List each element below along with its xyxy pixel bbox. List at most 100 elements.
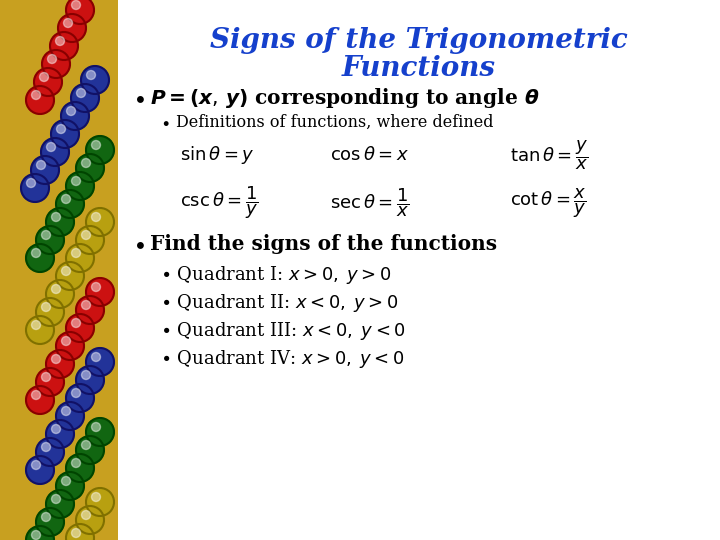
Bar: [0, 0, 118, 540]
Circle shape: [71, 177, 81, 186]
Circle shape: [58, 14, 86, 42]
Circle shape: [81, 441, 91, 449]
Text: Functions: Functions: [342, 55, 496, 82]
Circle shape: [36, 508, 64, 536]
Circle shape: [86, 348, 114, 376]
Text: $\tan\theta = \dfrac{y}{x}$: $\tan\theta = \dfrac{y}{x}$: [510, 138, 588, 172]
Circle shape: [48, 55, 56, 64]
Circle shape: [66, 454, 94, 482]
Circle shape: [81, 370, 91, 380]
Text: $\cot\theta = \dfrac{x}{y}$: $\cot\theta = \dfrac{x}{y}$: [510, 186, 587, 220]
Circle shape: [71, 84, 99, 112]
Circle shape: [21, 174, 49, 202]
Bar: [118, 0, 720, 540]
Circle shape: [86, 208, 114, 236]
Circle shape: [86, 278, 114, 306]
Circle shape: [86, 71, 96, 79]
Circle shape: [32, 91, 40, 99]
Circle shape: [91, 422, 101, 431]
Circle shape: [26, 526, 54, 540]
Circle shape: [91, 213, 101, 221]
Circle shape: [32, 390, 40, 400]
Circle shape: [42, 50, 70, 78]
Circle shape: [61, 407, 71, 415]
Circle shape: [52, 495, 60, 503]
Circle shape: [27, 179, 35, 187]
Circle shape: [71, 388, 81, 397]
Circle shape: [76, 366, 104, 394]
Circle shape: [56, 402, 84, 430]
Circle shape: [56, 262, 84, 290]
Circle shape: [46, 420, 74, 448]
Circle shape: [76, 506, 104, 534]
Circle shape: [31, 156, 59, 184]
Circle shape: [86, 488, 114, 516]
Text: $\sin\theta = y$: $\sin\theta = y$: [180, 144, 255, 166]
Circle shape: [76, 296, 104, 324]
Circle shape: [32, 461, 40, 469]
Text: $\bullet$: $\bullet$: [132, 86, 145, 110]
Circle shape: [86, 136, 114, 164]
Circle shape: [66, 0, 94, 24]
Circle shape: [91, 140, 101, 150]
Circle shape: [91, 353, 101, 361]
Circle shape: [66, 106, 76, 116]
Circle shape: [42, 302, 50, 312]
Circle shape: [66, 172, 94, 200]
Circle shape: [40, 72, 48, 82]
Circle shape: [36, 438, 64, 466]
Circle shape: [26, 386, 54, 414]
Circle shape: [61, 102, 89, 130]
Circle shape: [71, 1, 81, 10]
Circle shape: [52, 424, 60, 434]
Circle shape: [61, 267, 71, 275]
Text: $\boldsymbol{P = (x,\,y)}$ corresponding to angle $\boldsymbol{\theta}$: $\boldsymbol{P = (x,\,y)}$ corresponding…: [150, 86, 539, 110]
Circle shape: [76, 436, 104, 464]
Text: $\sec\theta = \dfrac{1}{x}$: $\sec\theta = \dfrac{1}{x}$: [330, 187, 410, 219]
Circle shape: [66, 524, 94, 540]
Circle shape: [91, 282, 101, 292]
Circle shape: [46, 208, 74, 236]
Circle shape: [51, 120, 79, 148]
Circle shape: [42, 442, 50, 451]
Circle shape: [42, 231, 50, 240]
Text: $\bullet$ Quadrant I: $x > 0,\; y > 0$: $\bullet$ Quadrant I: $x > 0,\; y > 0$: [160, 264, 392, 286]
Circle shape: [42, 512, 50, 522]
Circle shape: [71, 248, 81, 258]
Circle shape: [41, 138, 69, 166]
Circle shape: [61, 336, 71, 346]
Circle shape: [76, 89, 86, 98]
Circle shape: [32, 321, 40, 329]
Circle shape: [91, 492, 101, 502]
Text: Definitions of functions, where defined: Definitions of functions, where defined: [176, 113, 493, 131]
Circle shape: [55, 37, 65, 45]
Text: $\bullet$: $\bullet$: [160, 113, 170, 131]
Text: Signs of the Trigonometric: Signs of the Trigonometric: [210, 26, 628, 53]
Circle shape: [26, 86, 54, 114]
Circle shape: [61, 194, 71, 204]
Circle shape: [66, 244, 94, 272]
Circle shape: [71, 458, 81, 468]
Circle shape: [36, 368, 64, 396]
Circle shape: [32, 248, 40, 258]
Circle shape: [52, 285, 60, 294]
Circle shape: [32, 530, 40, 539]
Circle shape: [56, 472, 84, 500]
Circle shape: [71, 319, 81, 327]
Circle shape: [42, 373, 50, 381]
Text: $\bullet$ Quadrant II: $x < 0,\; y > 0$: $\bullet$ Quadrant II: $x < 0,\; y > 0$: [160, 292, 399, 314]
Circle shape: [63, 18, 73, 28]
Circle shape: [36, 298, 64, 326]
Circle shape: [81, 159, 91, 167]
Circle shape: [66, 384, 94, 412]
Text: $\cos\theta = x$: $\cos\theta = x$: [330, 146, 409, 164]
Circle shape: [26, 316, 54, 344]
Circle shape: [26, 244, 54, 272]
Circle shape: [86, 418, 114, 446]
Circle shape: [36, 226, 64, 254]
Text: $\bullet$: $\bullet$: [132, 232, 145, 256]
Circle shape: [76, 226, 104, 254]
Circle shape: [50, 32, 78, 60]
Circle shape: [81, 66, 109, 94]
Circle shape: [46, 280, 74, 308]
